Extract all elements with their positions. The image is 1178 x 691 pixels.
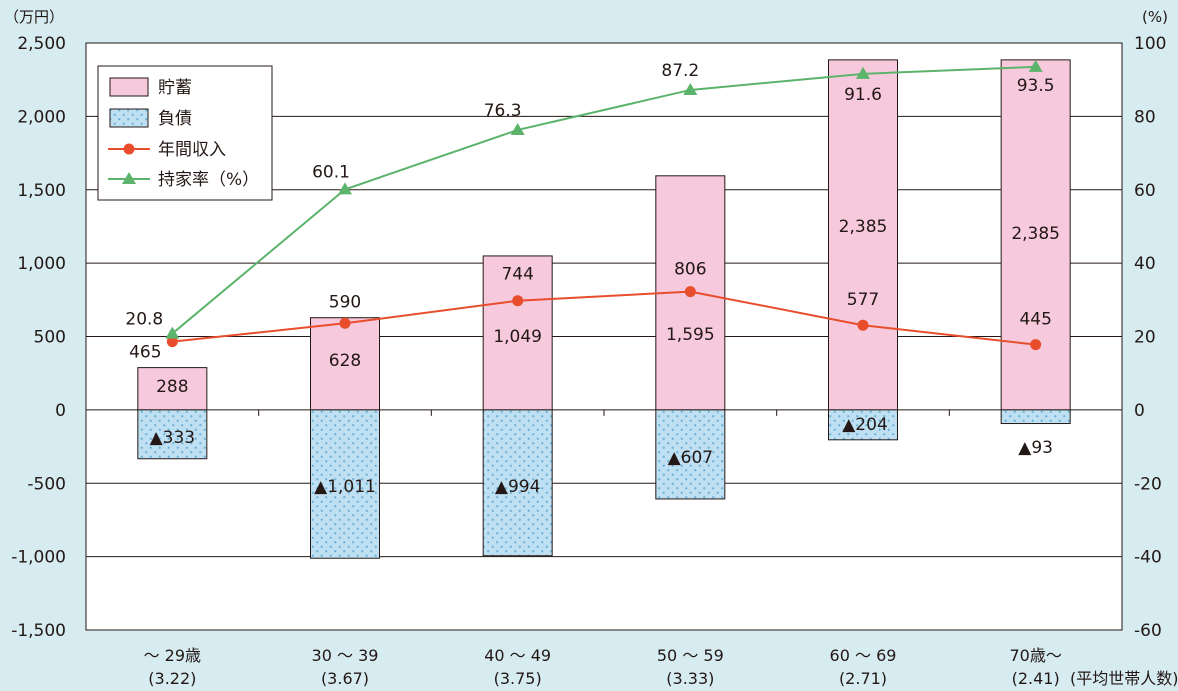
legend-swatch-savings: [109, 77, 149, 97]
label-savings: 2,385: [1011, 224, 1060, 244]
axes: 2,500 100 2,000 80 1,500 60 1,000 40 500 20 0 0 -500…: [11, 34, 1178, 688]
line-home-ownership: [171, 65, 1036, 335]
y-left-tick-label: -1,000: [11, 548, 66, 568]
bar-savings: [828, 59, 898, 411]
bar-debt: [310, 409, 380, 559]
label-annual-income: 590: [329, 292, 361, 312]
point-home-ownership: [683, 82, 698, 95]
y-right-tick-label: -40: [1134, 548, 1162, 568]
label-home-ownership: 20.8: [125, 310, 163, 330]
y-right-tick-label: 80: [1134, 107, 1156, 127]
point-annual-income: [857, 319, 869, 331]
x-household-size-label: (3.33): [666, 669, 714, 688]
point-home-ownership: [856, 66, 870, 79]
legend-swatch-ownership-marker: [122, 172, 136, 184]
y-left-tick-label: 0: [55, 401, 66, 421]
household-size-note: (平均世帯人数): [1070, 669, 1178, 688]
label-debt: ▲93: [1018, 438, 1053, 458]
line-annual-income: [172, 290, 1036, 346]
label-debt: ▲607: [668, 448, 714, 468]
bar-debt: [828, 409, 898, 441]
point-annual-income: [684, 286, 696, 298]
legend-label: 負債: [158, 109, 192, 129]
y-right-tick-label: 0: [1134, 401, 1145, 421]
label-debt: ▲994: [495, 477, 541, 497]
y-left-tick-label: 500: [34, 328, 66, 348]
bar-savings: [1000, 59, 1071, 411]
bar-debt: [1000, 409, 1071, 425]
x-household-size-label: (3.75): [494, 669, 542, 688]
label-savings: 2,385: [839, 217, 888, 237]
point-home-ownership: [1028, 59, 1043, 72]
y-right-tick-label: -20: [1134, 474, 1162, 494]
bar-savings: [310, 317, 380, 411]
y-right-tick-label: 20: [1134, 328, 1156, 348]
label-debt: ▲204: [842, 415, 888, 435]
x-category-label: 30 ～ 39: [312, 646, 379, 665]
x-category-label: 70歳～: [1009, 646, 1061, 665]
x-category-label: 50 ～ 59: [657, 646, 724, 665]
point-annual-income: [339, 317, 351, 329]
x-category-label: 40 ～ 49: [484, 646, 551, 665]
label-debt: ▲333: [150, 428, 196, 448]
x-household-size-label: (2.71): [839, 669, 887, 688]
label-debt: ▲1,011: [314, 477, 376, 497]
bar-debt: [655, 409, 726, 500]
y-right-tick-label: 100: [1134, 34, 1166, 54]
point-home-ownership: [510, 122, 525, 135]
right-unit-label: (%): [1142, 8, 1168, 26]
label-home-ownership: 91.6: [844, 85, 882, 105]
y-right-tick-label: -60: [1134, 621, 1162, 641]
y-left-tick-label: 1,500: [17, 181, 66, 201]
label-annual-income: 577: [847, 290, 879, 310]
label-annual-income: 806: [674, 260, 706, 280]
x-household-size-label: (3.67): [321, 669, 369, 688]
label-annual-income: 744: [501, 265, 533, 285]
y-left-tick-label: -1,500: [11, 621, 66, 641]
x-category-label: 60 ～ 69: [830, 646, 897, 665]
bar-savings: [137, 367, 208, 411]
y-right-tick-label: 60: [1134, 181, 1156, 201]
bar-debt: [137, 409, 208, 460]
label-annual-income: 465: [129, 343, 161, 363]
label-home-ownership: 93.5: [1017, 76, 1055, 96]
label-home-ownership: 87.2: [661, 61, 699, 81]
legend-swatch-income-marker: [123, 143, 135, 155]
label-savings: 628: [329, 351, 361, 371]
label-savings: 288: [156, 377, 188, 397]
label-annual-income: 445: [1019, 310, 1051, 330]
label-home-ownership: 76.3: [484, 101, 522, 121]
point-home-ownership: [338, 182, 352, 195]
label-home-ownership: 60.1: [312, 162, 350, 182]
y-left-tick-label: -500: [27, 474, 66, 494]
label-savings: 1,595: [666, 325, 715, 345]
point-annual-income: [512, 295, 524, 307]
point-annual-income: [1030, 339, 1042, 351]
y-left-tick-label: 2,500: [17, 34, 66, 54]
point-annual-income: [166, 336, 178, 348]
bar-savings: [482, 255, 553, 411]
legend-label: 貯蓄: [158, 78, 192, 98]
bars: [137, 59, 1071, 559]
data-labels: 288 628 1,049 1,595 2,385 2,385 ▲333 ▲1,011 ▲994…: [125, 61, 1060, 497]
y-left-tick-label: 2,000: [17, 107, 66, 127]
legend-swatch-debt: [109, 108, 149, 128]
label-savings: 1,049: [493, 327, 542, 347]
legend-label: 持家率（%）: [158, 170, 259, 190]
legend-label: 年間収入: [158, 140, 226, 160]
lines: [165, 59, 1043, 351]
y-right-tick-label: 40: [1134, 254, 1156, 274]
x-household-size-label: (3.22): [148, 669, 196, 688]
x-category-label: ～ 29歳: [144, 646, 201, 665]
bar-debt: [482, 409, 553, 557]
left-unit-label: （万円）: [4, 8, 64, 26]
y-left-tick-label: 1,000: [17, 254, 66, 274]
x-household-size-label: (2.41): [1012, 669, 1060, 688]
point-home-ownership: [165, 326, 180, 339]
